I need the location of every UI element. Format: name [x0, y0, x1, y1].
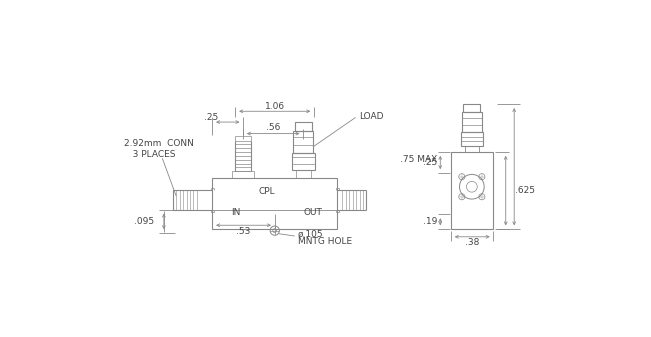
Text: .095: .095 — [133, 217, 154, 226]
Bar — [236, 136, 251, 141]
Text: .19: .19 — [423, 217, 437, 226]
Bar — [232, 171, 254, 178]
Text: ø.105: ø.105 — [298, 230, 324, 239]
Text: LOAD: LOAD — [359, 112, 384, 121]
Bar — [464, 104, 480, 112]
Text: IN: IN — [230, 208, 240, 217]
Bar — [462, 112, 482, 132]
Bar — [461, 132, 482, 146]
Bar — [465, 146, 478, 152]
Bar — [296, 170, 311, 178]
Text: .75 MAX: .75 MAX — [400, 155, 437, 163]
Text: CPL: CPL — [258, 187, 275, 196]
Bar — [295, 122, 312, 131]
Text: .53: .53 — [236, 227, 251, 236]
Text: MNTG HOLE: MNTG HOLE — [298, 237, 352, 246]
Bar — [292, 153, 315, 170]
Text: .56: .56 — [266, 123, 281, 132]
Text: 1.06: 1.06 — [265, 102, 284, 111]
Text: .38: .38 — [465, 238, 479, 247]
Text: .25: .25 — [204, 113, 219, 122]
Bar — [293, 131, 313, 153]
Text: .25: .25 — [423, 158, 437, 167]
Text: 2.92mm  CONN
   3 PLACES: 2.92mm CONN 3 PLACES — [124, 139, 194, 159]
Bar — [451, 152, 493, 229]
Bar — [212, 178, 337, 229]
Text: .625: .625 — [515, 186, 535, 195]
Text: OUT: OUT — [303, 208, 322, 217]
